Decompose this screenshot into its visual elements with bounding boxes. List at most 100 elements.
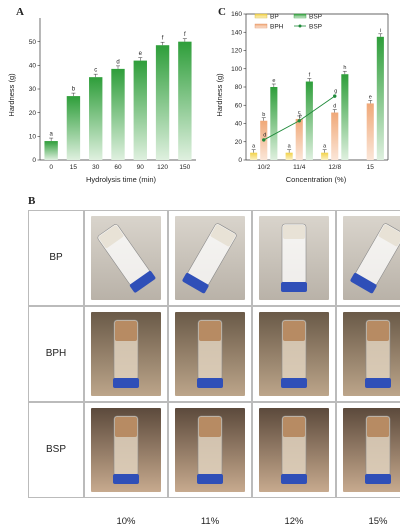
chart-a-bar <box>44 141 58 160</box>
chart-a-sig-letter: d <box>116 59 119 65</box>
chart-a-sig-letter: b <box>72 87 76 93</box>
chart-c-x-tick-label: 15 <box>367 164 375 171</box>
vial-gel <box>367 321 389 341</box>
vial-gel <box>115 321 137 341</box>
row-label-bsp: BSP <box>45 444 66 455</box>
vial-graphic <box>113 415 139 484</box>
chart-a-x-tick-label: 30 <box>92 164 100 171</box>
photo-cell <box>84 306 168 402</box>
vial-graphic <box>365 319 391 388</box>
chart-c-line-point <box>297 119 301 123</box>
vial-cap <box>129 270 156 293</box>
chart-c-sig-letter: a <box>252 144 256 150</box>
chart-c-sig-letter: a <box>323 144 327 150</box>
chart-c-sig-letter: c <box>298 110 301 116</box>
chart-c-bar-bph <box>295 118 303 160</box>
photo-cell <box>252 402 336 498</box>
vial-gel <box>98 225 124 248</box>
column-label-10pct: 10% <box>116 516 136 527</box>
chart-a-sig-letter: a <box>49 132 53 138</box>
vial-gel <box>367 417 389 437</box>
chart-a-y-tick-label: 30 <box>29 86 37 93</box>
vial-graphic <box>281 415 307 484</box>
legend-marker-bsp <box>298 24 302 28</box>
chart-c-bar-bph <box>366 103 374 160</box>
photo-cell <box>336 402 400 498</box>
chart-a-sig-letter: c <box>94 68 97 74</box>
legend-label-bp: BP <box>270 14 279 21</box>
chart-a-x-tick-label: 150 <box>179 164 190 171</box>
chart-c: 0 20 40 60 80 100 120 140 160 10/2 a b e 11/4 a c f 12/8 a… <box>215 11 389 184</box>
vial-graphic <box>182 223 237 294</box>
panel-b-letter: B <box>28 195 36 207</box>
chart-c-y-tick-label: 160 <box>231 11 242 18</box>
chart-a-y-tick-label: 50 <box>29 39 37 46</box>
row-label-cell <box>28 306 84 402</box>
chart-c-x-tick-label: 12/8 <box>328 164 341 171</box>
legend-label-bsp-line: BSP <box>309 24 322 31</box>
vial-cap <box>182 273 209 294</box>
chart-c-line-point <box>333 94 337 98</box>
vial-graphic <box>365 415 391 484</box>
chart-a-x-tick-label: 60 <box>114 164 122 171</box>
chart-a-sig-letter: e <box>139 51 143 57</box>
column-label-11pct: 11% <box>200 516 220 527</box>
panel-c-letter: C <box>218 6 226 18</box>
photo-cell <box>252 210 336 306</box>
vial-graphic <box>113 319 139 388</box>
chart-c-sig-letter: d <box>333 104 336 110</box>
photo-cell <box>84 402 168 498</box>
chart-a-bar <box>133 60 147 160</box>
vial-gel <box>378 224 400 247</box>
vial-cap <box>281 474 307 484</box>
chart-a-y-tick-label: 10 <box>29 134 37 141</box>
chart-c-sig-letter: e <box>369 94 372 100</box>
vial-gel <box>283 417 305 437</box>
chart-c-sig-letter: i <box>380 28 381 34</box>
vial-cap <box>365 474 391 484</box>
legend-swatch-bp <box>254 13 268 19</box>
chart-c-x-tick-label: 11/4 <box>293 164 306 171</box>
chart-c-bar-bsp <box>341 74 349 160</box>
vial-graphic <box>281 223 307 292</box>
chart-c-line-point <box>262 138 266 142</box>
column-label-12pct: 12% <box>284 516 304 527</box>
vial-gel <box>210 224 236 247</box>
chart-c-legend: BP BPH BSP BSP <box>254 13 322 31</box>
chart-a-y-tick-label: 20 <box>29 110 37 117</box>
chart-a-xlabel: Hydrolysis time (min) <box>86 175 157 184</box>
vial-graphic <box>197 415 223 484</box>
photo-cell <box>168 210 252 306</box>
chart-c-sig-letter: f <box>309 73 311 79</box>
chart-c-sig-letter: h <box>343 65 346 71</box>
column-label-15pct: 15% <box>368 516 388 527</box>
chart-a-x-tick-label: 120 <box>157 164 168 171</box>
vial-gel <box>115 417 137 437</box>
vial-gel <box>199 321 221 341</box>
legend-label-bsp: BSP <box>309 14 322 21</box>
chart-c-y-tick-label: 60 <box>235 102 243 109</box>
chart-a-bar <box>178 41 192 160</box>
vial-cap <box>365 378 391 388</box>
chart-a-ylabel: Hardness (g) <box>7 73 16 117</box>
chart-a-bar <box>111 68 125 160</box>
photo-cell <box>168 306 252 402</box>
vial-graphic <box>197 319 223 388</box>
chart-c-y-tick-label: 40 <box>235 121 243 128</box>
chart-a: 0 10 20 30 40 50 a 0 b 15 c 30 d 60 e 90 f 120 f 150 Hydrol… <box>7 18 196 184</box>
chart-c-xlabel: Concentration (%) <box>286 175 347 184</box>
chart-a-y-tick-label: 40 <box>29 63 37 70</box>
vial-graphic <box>281 319 307 388</box>
chart-c-line-letter: d <box>263 132 266 138</box>
photo-cell <box>336 306 400 402</box>
legend-swatch-bsp-bar <box>254 23 268 29</box>
chart-a-sig-letter: f <box>184 32 186 38</box>
chart-c-y-tick-label: 120 <box>231 48 242 55</box>
vial-cap <box>113 474 139 484</box>
chart-c-bar-bsp <box>305 81 313 160</box>
chart-a-x-tick-label: 0 <box>49 164 53 171</box>
chart-c-line-letter: e <box>299 113 302 119</box>
chart-c-x-tick-label: 10/2 <box>257 164 270 171</box>
chart-a-bar <box>66 96 81 160</box>
chart-c-bar-bsp <box>270 87 278 160</box>
